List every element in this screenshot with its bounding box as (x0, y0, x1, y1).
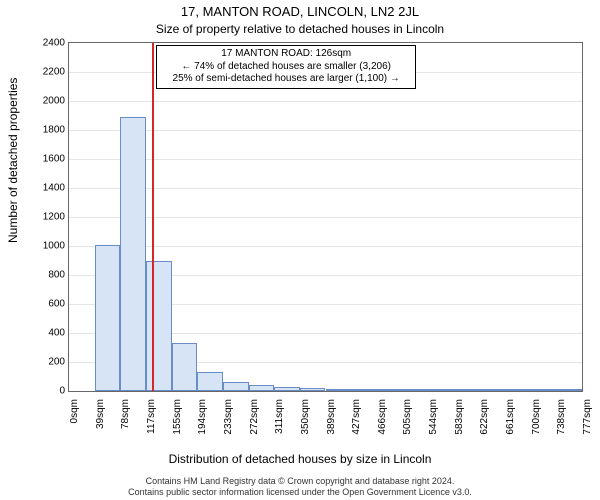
gridline (69, 130, 582, 131)
x-tick-label: 272sqm (249, 399, 260, 435)
x-tick-label: 427sqm (351, 399, 362, 435)
y-tick-label: 2400 (43, 38, 69, 49)
x-tick-label: 505sqm (402, 399, 413, 435)
x-axis-label: Distribution of detached houses by size … (0, 452, 600, 466)
y-tick-label: 400 (48, 328, 69, 339)
histogram-bar (274, 387, 300, 391)
info-line-1: 17 MANTON ROAD: 126sqm (161, 48, 411, 61)
gridline (69, 217, 582, 218)
reference-line (152, 43, 154, 391)
x-tick-label: 661sqm (505, 399, 516, 435)
gridline (69, 188, 582, 189)
x-tick-label: 544sqm (428, 399, 439, 435)
attribution: Contains HM Land Registry data © Crown c… (0, 476, 600, 498)
info-line-2: ← 74% of detached houses are smaller (3,… (161, 61, 411, 74)
y-tick-label: 200 (48, 357, 69, 368)
y-tick-label: 1800 (43, 125, 69, 136)
x-tick-label: 78sqm (120, 399, 131, 429)
y-tick-label: 600 (48, 299, 69, 310)
y-tick-label: 800 (48, 270, 69, 281)
histogram-bar (556, 389, 582, 391)
x-tick-label: 622sqm (479, 399, 490, 435)
x-tick-label: 194sqm (197, 399, 208, 435)
x-tick-label: 311sqm (274, 399, 285, 434)
histogram-bar (351, 389, 377, 391)
x-tick-label: 700sqm (531, 399, 542, 435)
y-tick-label: 1400 (43, 183, 69, 194)
y-axis-label: Number of detached properties (6, 78, 20, 243)
x-tick-label: 155sqm (172, 399, 183, 435)
chart-container: 17, MANTON ROAD, LINCOLN, LN2 2JL Size o… (0, 0, 600, 500)
histogram-bar (223, 382, 249, 391)
x-tick-label: 777sqm (582, 399, 593, 435)
gridline (69, 159, 582, 160)
histogram-bar (300, 388, 326, 391)
info-box: 17 MANTON ROAD: 126sqm ← 74% of detached… (156, 45, 416, 89)
histogram-bar (505, 389, 531, 391)
histogram-bar (146, 261, 172, 392)
page-title: 17, MANTON ROAD, LINCOLN, LN2 2JL (0, 4, 600, 19)
histogram-bar (531, 389, 557, 391)
y-tick-label: 1200 (43, 212, 69, 223)
x-tick-label: 583sqm (454, 399, 465, 435)
info-line-3: 25% of semi-detached houses are larger (… (161, 73, 411, 86)
histogram-bar (428, 389, 454, 391)
histogram-bar (402, 389, 428, 391)
histogram-bar (197, 372, 223, 391)
y-tick-label: 0 (59, 386, 69, 397)
x-tick-label: 39sqm (95, 399, 106, 429)
x-tick-label: 389sqm (326, 399, 337, 435)
attribution-line-1: Contains HM Land Registry data © Crown c… (0, 476, 600, 487)
x-tick-label: 350sqm (300, 399, 311, 435)
plot-area: 0200400600800100012001400160018002000220… (68, 42, 583, 392)
histogram-bar (454, 389, 480, 391)
attribution-line-2: Contains public sector information licen… (0, 487, 600, 498)
histogram-bar (172, 343, 198, 391)
y-tick-label: 2200 (43, 67, 69, 78)
page-subtitle: Size of property relative to detached ho… (0, 22, 600, 36)
histogram-bar (377, 389, 403, 391)
x-tick-label: 466sqm (377, 399, 388, 435)
x-tick-label: 738sqm (556, 399, 567, 435)
x-tick-label: 0sqm (69, 399, 80, 423)
histogram-bar (479, 389, 505, 391)
histogram-bar (326, 389, 352, 391)
x-tick-label: 233sqm (223, 399, 234, 435)
gridline (69, 101, 582, 102)
y-tick-label: 1600 (43, 154, 69, 165)
histogram-bar (120, 117, 146, 391)
histogram-bar (95, 245, 121, 391)
y-tick-label: 2000 (43, 96, 69, 107)
x-tick-label: 117sqm (146, 399, 157, 434)
histogram-bar (249, 385, 275, 391)
y-tick-label: 1000 (43, 241, 69, 252)
gridline (69, 246, 582, 247)
